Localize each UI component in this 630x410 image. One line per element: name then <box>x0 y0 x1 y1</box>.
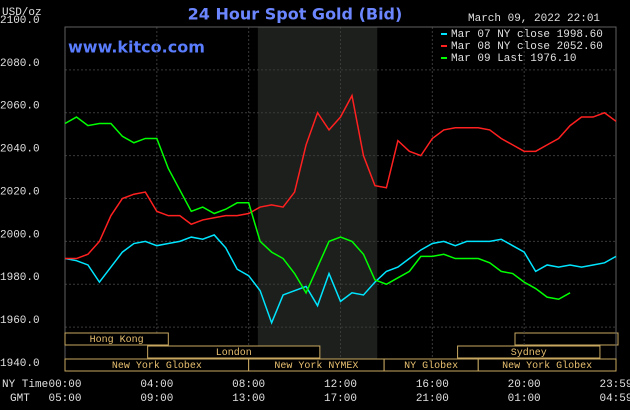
gmt-tick-label: 01:00 <box>508 393 541 405</box>
x-tick-label: 16:00 <box>416 379 449 391</box>
y-tick-label: 2100.0 <box>0 15 40 27</box>
gmt-tick-label: 05:00 <box>48 393 81 405</box>
legend-entry: Mar 09 Last 1976.10 <box>451 53 576 65</box>
y-tick-label: 1960.0 <box>0 315 40 327</box>
gmt-label: GMT <box>10 393 30 405</box>
x-tick-label: 12:00 <box>324 379 357 391</box>
y-tick-label: 2020.0 <box>0 186 40 198</box>
gmt-tick-label: 04:59 <box>599 393 630 405</box>
x-tick-label: 20:00 <box>508 379 541 391</box>
session-label: London <box>216 347 252 359</box>
y-tick-label: 1980.0 <box>0 272 40 284</box>
x-tick-label: 08:00 <box>232 379 265 391</box>
y-tick-label: 1940.0 <box>0 358 40 370</box>
gmt-tick-label: 21:00 <box>416 393 449 405</box>
session-box <box>64 332 169 346</box>
session-box <box>147 345 321 359</box>
x-tick-label: 23:59 <box>599 379 630 391</box>
session-box <box>514 332 619 346</box>
x-tick-label: 04:00 <box>140 379 173 391</box>
session-label: Sydney <box>511 347 547 359</box>
gmt-tick-label: 13:00 <box>232 393 265 405</box>
price-line <box>64 234 617 325</box>
legend-entry: Mar 08 NY close 2052.60 <box>451 41 603 53</box>
unit-label: USD/oz <box>2 7 42 19</box>
y-tick-label: 2080.0 <box>0 58 40 70</box>
price-line <box>64 116 571 301</box>
session-label: NY Globex <box>404 360 458 372</box>
y-tick-label: 2000.0 <box>0 229 40 241</box>
session-label: New York Globex <box>502 360 592 372</box>
gmt-tick-label: 17:00 <box>324 393 357 405</box>
price-line <box>65 93 617 260</box>
y-tick-label: 2060.0 <box>0 101 40 113</box>
session-box <box>477 358 617 372</box>
website: www.kitco.com <box>68 38 205 57</box>
ny-time-label: NY Time <box>2 379 48 391</box>
y-tick-label: 2040.0 <box>0 144 40 156</box>
session-box <box>457 345 601 359</box>
timestamp: March 09, 2022 22:01 <box>468 13 600 25</box>
session-label: New York Globex <box>112 360 202 372</box>
legend-entry: Mar 07 NY close 1998.60 <box>451 29 603 41</box>
gmt-tick-label: 09:00 <box>140 393 173 405</box>
session-label: New York NYMEX <box>274 360 358 372</box>
chart-title: 24 Hour Spot Gold (Bid) <box>188 5 403 24</box>
x-tick-label: 00:00 <box>48 379 81 391</box>
session-label: Hong Kong <box>90 335 144 346</box>
